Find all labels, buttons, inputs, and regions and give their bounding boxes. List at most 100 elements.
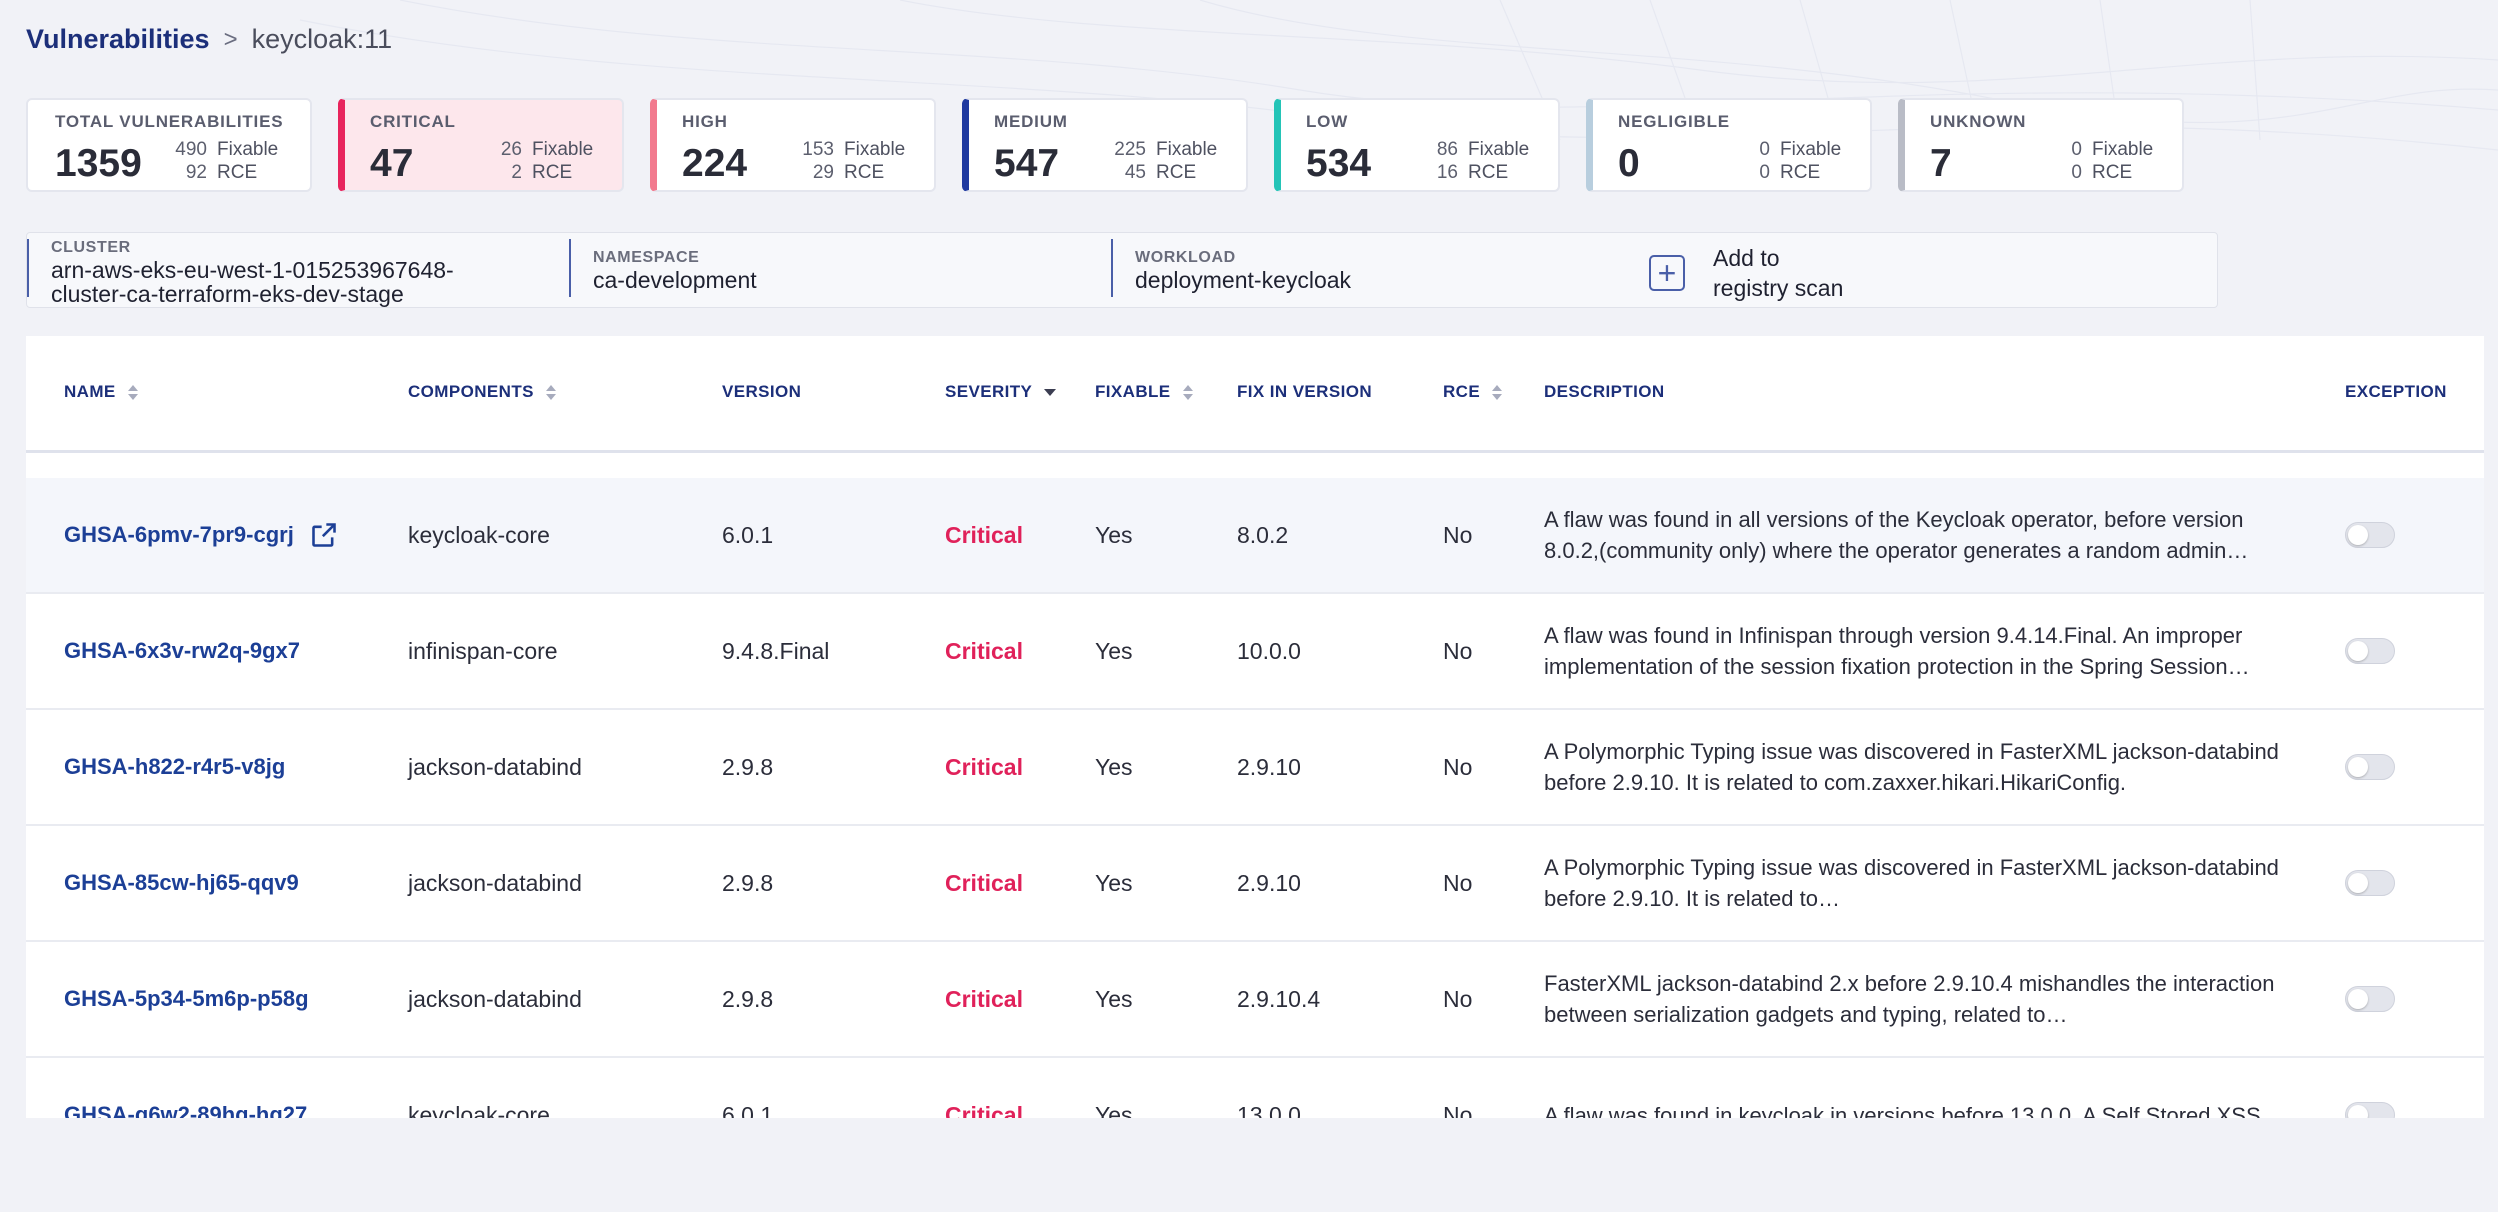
card-total: 7 <box>1930 142 1952 185</box>
table-row[interactable]: GHSA-g6w2-89hq-hq27 keycloak-core 6.0.1 Cri… <box>26 1058 2484 1118</box>
card-fixable-label: Fixable <box>532 139 594 160</box>
severity-card-negligible[interactable]: NEGLIGIBLE 0 0 Fixable 0 RCE <box>1586 98 1872 192</box>
table-row[interactable]: GHSA-6pmv-7pr9-cgrj keycloak-core 6.0.1 Cri… <box>26 478 2484 594</box>
table-row[interactable]: GHSA-5p34-5m6p-p58g jackson-databind 2.9.8… <box>26 942 2484 1058</box>
description-text: A Polymorphic Typing issue was discovere… <box>1544 855 2279 911</box>
severity-cell: Critical <box>945 1101 1023 1119</box>
card-fixable-label: Fixable <box>1780 139 1842 160</box>
card-label: HIGH <box>682 112 728 131</box>
card-rce-label: RCE <box>1156 162 1197 183</box>
severity-card-total-vulnerabilities[interactable]: TOTAL VULNERABILITIES 1359 490 Fixable 92 RCE <box>26 98 312 192</box>
severity-card-unknown[interactable]: UNKNOWN 7 0 Fixable 0 RCE <box>1898 98 2184 192</box>
vulnerability-id-link[interactable]: GHSA-h822-r4r5-v8jg <box>64 710 285 824</box>
sort-icon <box>127 384 138 400</box>
sort-descending-icon <box>1044 388 1057 396</box>
card-fixable-label: Fixable <box>1468 139 1530 160</box>
namespace-filter[interactable]: NAMESPACE ca-development <box>569 239 1109 297</box>
fix-in-version-cell: 13.0.0 <box>1237 1101 1301 1119</box>
column-header-rce-label: RCE <box>1443 382 1481 401</box>
fixable-cell: Yes <box>1095 521 1133 548</box>
card-fixable-count: 86 <box>1436 139 1458 160</box>
description-text: A flaw was found in all versions of the … <box>1544 507 2244 563</box>
exception-toggle[interactable] <box>2345 986 2395 1012</box>
exception-toggle[interactable] <box>2345 1102 2395 1118</box>
severity-card-low[interactable]: LOW 534 86 Fixable 16 RCE <box>1274 98 1560 192</box>
rce-cell: No <box>1443 985 1473 1012</box>
card-total: 47 <box>370 142 414 185</box>
add-label-line-2: registry scan <box>1713 275 1844 301</box>
component-cell: keycloak-core <box>408 1101 550 1119</box>
version-cell: 2.9.8 <box>722 869 774 896</box>
vulnerability-id: GHSA-85cw-hj65-qqv9 <box>64 870 299 895</box>
card-rce-label: RCE <box>1468 162 1509 183</box>
exception-cell <box>2345 478 2395 592</box>
workload-filter[interactable]: WORKLOAD deployment-keycloak <box>1111 239 1611 297</box>
component-cell: jackson-databind <box>408 985 582 1012</box>
cluster-value-line-1: arn-aws-eks-eu-west-1-015253967648- <box>51 257 454 283</box>
fix-in-version-cell: 2.9.10.4 <box>1237 985 1321 1012</box>
severity-card-critical[interactable]: CRITICAL 47 26 Fixable 2 RCE <box>338 98 624 192</box>
description-text: FasterXML jackson-databind 2.x before 2.… <box>1544 971 2275 1027</box>
severity-card-high[interactable]: HIGH 224 153 Fixable 29 RCE <box>650 98 936 192</box>
column-header-name[interactable]: NAME <box>64 382 138 402</box>
column-header-severity[interactable]: SEVERITY <box>945 382 1057 402</box>
card-total: 1359 <box>55 142 142 185</box>
add-to-registry-scan-button[interactable]: + Add to registry scan <box>1649 243 1843 303</box>
column-header-description-label: DESCRIPTION <box>1544 382 1665 401</box>
namespace-label: NAMESPACE <box>593 249 700 266</box>
table-row[interactable]: GHSA-85cw-hj65-qqv9 jackson-databind 2.9.8… <box>26 826 2484 942</box>
vulnerability-id-link[interactable]: GHSA-85cw-hj65-qqv9 <box>64 826 299 940</box>
exception-toggle[interactable] <box>2345 870 2395 896</box>
column-header-rce[interactable]: RCE <box>1443 382 1503 402</box>
card-total: 547 <box>994 142 1060 185</box>
card-rce-label: RCE <box>2092 162 2133 183</box>
card-fixable-count: 153 <box>802 139 834 160</box>
description-text: A flaw was found in Infinispan through v… <box>1544 623 2243 679</box>
exception-toggle[interactable] <box>2345 522 2395 548</box>
external-link-icon[interactable] <box>310 521 338 549</box>
breadcrumb-current: keycloak:11 <box>251 24 393 54</box>
vulnerability-id-link[interactable]: GHSA-5p34-5m6p-p58g <box>64 942 309 1056</box>
card-label: NEGLIGIBLE <box>1618 112 1730 131</box>
breadcrumb-vulnerabilities-link[interactable]: Vulnerabilities <box>26 24 210 54</box>
exception-toggle[interactable] <box>2345 638 2395 664</box>
exception-cell <box>2345 1058 2395 1118</box>
card-rce-count: 29 <box>812 162 834 183</box>
severity-cell: Critical <box>945 985 1023 1012</box>
component-cell: jackson-databind <box>408 753 582 780</box>
column-header-fixable[interactable]: FIXABLE <box>1095 382 1193 402</box>
version-cell: 2.9.8 <box>722 985 774 1012</box>
fixable-cell: Yes <box>1095 753 1133 780</box>
column-header-components[interactable]: COMPONENTS <box>408 382 556 402</box>
component-cell: infinispan-core <box>408 637 558 664</box>
vulnerability-id-link[interactable]: GHSA-6x3v-rw2q-9gx7 <box>64 594 300 708</box>
sort-icon <box>1492 384 1503 400</box>
description-cell: A flaw was found in Infinispan through v… <box>1544 594 2304 708</box>
column-header-components-label: COMPONENTS <box>408 382 534 401</box>
card-rce-count: 45 <box>1124 162 1146 183</box>
breadcrumb-separator: > <box>223 25 238 53</box>
cluster-filter[interactable]: CLUSTER arn-aws-eks-eu-west-1-0152539676… <box>27 239 567 306</box>
card-fixable-label: Fixable <box>217 139 279 160</box>
exception-cell <box>2345 594 2395 708</box>
version-cell: 6.0.1 <box>722 1101 774 1119</box>
card-rce-label: RCE <box>532 162 573 183</box>
vulnerability-id: GHSA-6pmv-7pr9-cgrj <box>64 522 294 547</box>
plus-icon: + <box>1649 255 1685 291</box>
column-header-exception-label: EXCEPTION <box>2345 382 2447 401</box>
vulnerability-id: GHSA-g6w2-89hq-hq27 <box>64 1102 308 1118</box>
version-cell: 9.4.8.Final <box>722 637 830 664</box>
exception-toggle[interactable] <box>2345 754 2395 780</box>
card-rce-label: RCE <box>1780 162 1821 183</box>
table-row[interactable]: GHSA-h822-r4r5-v8jg jackson-databind 2.9.8… <box>26 710 2484 826</box>
description-cell: A flaw was found in keycloak in versions… <box>1544 1058 2304 1119</box>
vulnerability-id-link[interactable]: GHSA-6pmv-7pr9-cgrj <box>64 478 338 592</box>
severity-card-medium[interactable]: MEDIUM 547 225 Fixable 45 RCE <box>962 98 1248 192</box>
table-row[interactable]: GHSA-6x3v-rw2q-9gx7 infinispan-core 9.4.8.… <box>26 594 2484 710</box>
severity-summary: TOTAL VULNERABILITIES 1359 490 Fixable 92 RCE… <box>26 98 2184 192</box>
vulnerability-id-link[interactable]: GHSA-g6w2-89hq-hq27 <box>64 1058 307 1118</box>
card-rce-count: 2 <box>511 162 522 183</box>
card-label: MEDIUM <box>994 112 1068 131</box>
vulnerability-id: GHSA-5p34-5m6p-p58g <box>64 986 309 1011</box>
card-rce-count: 0 <box>2071 162 2082 183</box>
